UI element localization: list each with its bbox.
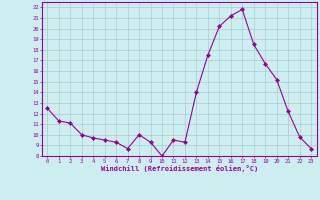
X-axis label: Windchill (Refroidissement éolien,°C): Windchill (Refroidissement éolien,°C) [100,165,258,172]
